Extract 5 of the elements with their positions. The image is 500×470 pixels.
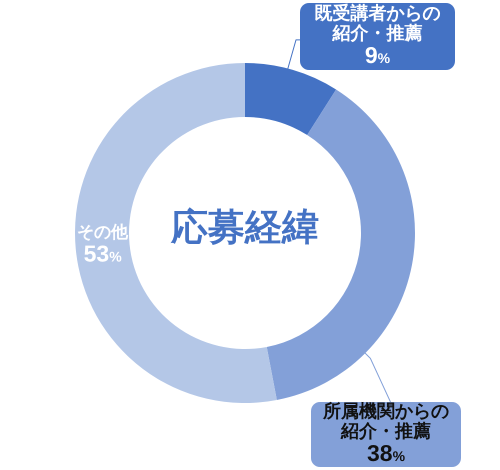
data-label: 38% — [366, 440, 406, 468]
data-label: 9% — [364, 42, 390, 70]
title: 応募経緯 — [171, 206, 319, 248]
slice-label: 所属機関からの紹介・推薦 — [322, 400, 450, 440]
slice-label: 既受講者からの紹介・推薦 — [314, 2, 442, 42]
